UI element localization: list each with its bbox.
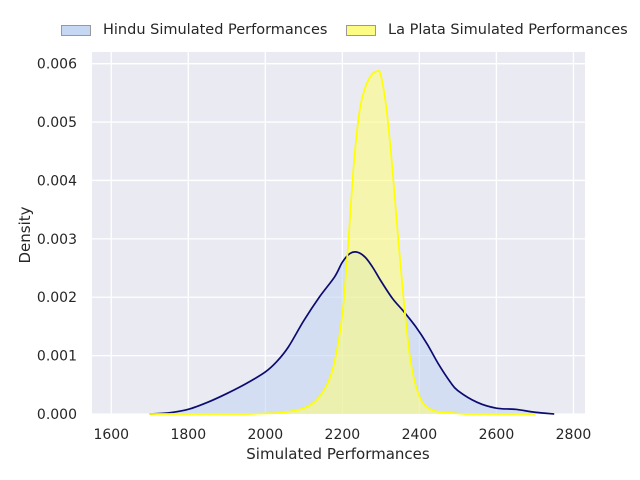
legend-label-laplata: La Plata Simulated Performances	[388, 22, 628, 38]
legend-swatch-hindu	[61, 24, 91, 36]
x-tick-label: 2000	[248, 427, 284, 443]
y-axis-ticks: 0.000 0.001 0.002 0.003 0.004 0.005 0.006	[37, 57, 77, 423]
series-laplata-area	[149, 70, 535, 415]
y-axis-label: Density	[16, 206, 34, 263]
legend-swatch-laplata	[346, 24, 376, 36]
x-tick-label: 2600	[479, 427, 515, 443]
y-tick-label: 0.000	[37, 407, 77, 423]
x-tick-label: 2800	[556, 427, 592, 443]
x-tick-label: 1800	[170, 427, 206, 443]
y-tick-label: 0.005	[37, 115, 77, 131]
x-tick-label: 1600	[93, 427, 129, 443]
y-tick-label: 0.003	[37, 232, 77, 248]
legend-label-hindu: Hindu Simulated Performances	[103, 22, 328, 38]
y-tick-label: 0.001	[37, 349, 77, 365]
legend-item-laplata: La Plata Simulated Performances	[346, 21, 628, 39]
x-tick-label: 2400	[402, 427, 438, 443]
x-axis-label: Simulated Performances	[246, 445, 430, 463]
y-tick-label: 0.002	[37, 290, 77, 306]
series-fills	[149, 70, 555, 415]
x-tick-label: 2200	[325, 427, 361, 443]
y-tick-label: 0.006	[37, 57, 77, 73]
series-laplata-line	[149, 69, 535, 415]
legend-item-hindu: Hindu Simulated Performances	[61, 21, 327, 39]
x-axis-ticks: 1600 1800 2000 2200 2400 2600 2800	[93, 427, 591, 443]
series-hindu-line	[149, 251, 555, 415]
legend: Hindu Simulated Performances La Plata Si…	[0, 21, 640, 41]
series-lines	[149, 69, 555, 415]
y-tick-label: 0.004	[37, 173, 77, 189]
